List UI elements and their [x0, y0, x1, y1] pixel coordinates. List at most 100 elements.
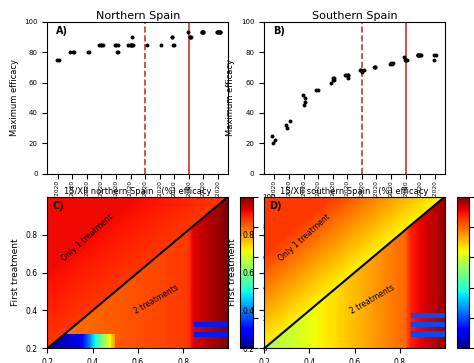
Text: Only 1 treatment: Only 1 treatment [276, 212, 331, 263]
Point [344, 72, 351, 78]
Point [84, 49, 92, 55]
Y-axis label: First treatment: First treatment [228, 239, 237, 306]
Title: Northern Spain: Northern Spain [96, 11, 180, 21]
Point [356, 68, 364, 73]
Point [113, 49, 120, 55]
Point [144, 42, 151, 48]
Point [111, 42, 118, 48]
Point [199, 29, 207, 35]
Point [128, 34, 136, 40]
Point [415, 52, 422, 58]
Point [401, 57, 409, 63]
Point [283, 125, 291, 131]
Point [342, 72, 350, 78]
Point [96, 42, 103, 48]
Point [358, 69, 365, 75]
Point [269, 133, 276, 139]
Point [403, 57, 411, 63]
Point [126, 42, 134, 48]
Point [327, 79, 335, 85]
Point [99, 42, 107, 48]
X-axis label: End of diapause: End of diapause [101, 215, 174, 224]
Point [414, 52, 421, 58]
Point [97, 42, 104, 48]
Point [216, 29, 224, 35]
Point [418, 52, 425, 58]
Point [157, 42, 165, 48]
Point [114, 49, 122, 55]
Point [216, 29, 224, 35]
Point [200, 29, 207, 35]
Point [388, 60, 395, 66]
Point [169, 42, 176, 48]
Point [200, 29, 207, 35]
Point [215, 29, 223, 35]
Text: 2 treatments: 2 treatments [349, 284, 396, 316]
Point [415, 52, 422, 58]
Point [360, 68, 367, 73]
Point [386, 61, 394, 67]
Point [371, 65, 379, 70]
Text: 2 treatments: 2 treatments [132, 284, 180, 316]
Point [329, 77, 337, 82]
Point [114, 42, 121, 48]
Y-axis label: Maximum efficacy: Maximum efficacy [227, 59, 236, 136]
Point [128, 42, 136, 48]
Point [128, 42, 135, 48]
Point [125, 42, 132, 48]
Point [432, 52, 439, 58]
Point [198, 29, 206, 35]
Point [357, 68, 365, 73]
Point [129, 42, 137, 48]
Text: Only 1 treatment: Only 1 treatment [60, 212, 115, 263]
Point [127, 42, 135, 48]
Point [330, 75, 338, 81]
Point [344, 75, 352, 81]
Point [170, 42, 178, 48]
Y-axis label: First treatment: First treatment [11, 239, 20, 306]
Point [85, 49, 93, 55]
Point [214, 29, 221, 35]
Y-axis label: Maximum efficacy: Maximum efficacy [9, 59, 18, 136]
Point [400, 54, 408, 60]
Point [213, 29, 221, 35]
Title: Southern Spain: Southern Spain [312, 11, 397, 21]
Point [186, 34, 193, 40]
Point [97, 42, 105, 48]
Point [388, 61, 396, 67]
Point [215, 29, 223, 35]
Point [186, 34, 194, 40]
Text: B): B) [273, 26, 285, 36]
Point [315, 87, 322, 93]
Point [198, 29, 205, 35]
Point [66, 49, 74, 55]
Point [283, 122, 290, 128]
Point [198, 29, 206, 35]
Point [70, 49, 78, 55]
Point [287, 118, 294, 123]
Text: A): A) [56, 26, 68, 36]
Point [341, 72, 348, 78]
Point [389, 60, 396, 66]
Point [431, 52, 438, 58]
Text: D): D) [270, 201, 282, 211]
Point [344, 72, 351, 78]
Point [301, 95, 309, 101]
Point [370, 65, 378, 70]
Point [312, 87, 320, 93]
Point [330, 77, 337, 82]
Point [300, 92, 307, 98]
Point [188, 34, 195, 40]
Point [416, 52, 424, 58]
Point [55, 57, 63, 63]
Title: 15/XII southern Spain   (%) efficacy: 15/XII southern Spain (%) efficacy [281, 187, 429, 196]
Point [269, 140, 277, 146]
Point [216, 29, 223, 35]
Point [430, 57, 438, 63]
Text: C): C) [53, 201, 64, 211]
Point [69, 49, 77, 55]
Point [168, 34, 176, 40]
Point [301, 99, 309, 105]
Point [169, 34, 176, 40]
Point [329, 75, 337, 81]
